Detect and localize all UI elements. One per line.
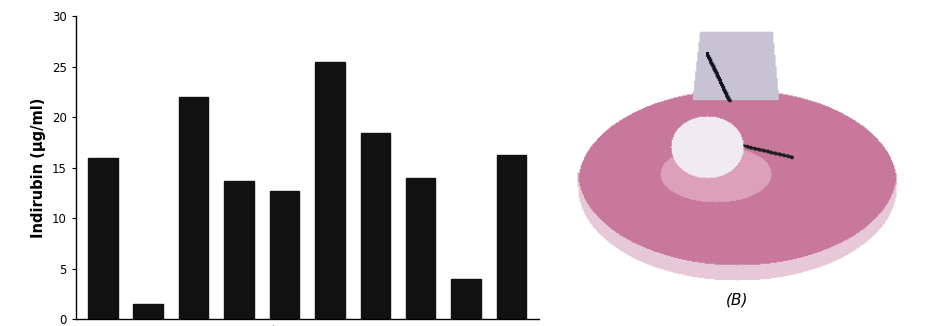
Bar bbox=[451, 279, 480, 319]
Y-axis label: Indirubin (μg/ml): Indirubin (μg/ml) bbox=[31, 98, 46, 238]
Bar bbox=[133, 304, 162, 319]
Bar bbox=[224, 181, 254, 319]
Bar bbox=[361, 132, 390, 319]
Bar bbox=[269, 191, 299, 319]
Bar bbox=[497, 155, 526, 319]
Bar bbox=[178, 97, 209, 319]
Text: (B): (B) bbox=[725, 292, 747, 307]
Bar bbox=[406, 178, 435, 319]
Bar bbox=[88, 158, 117, 319]
Bar bbox=[314, 62, 345, 319]
